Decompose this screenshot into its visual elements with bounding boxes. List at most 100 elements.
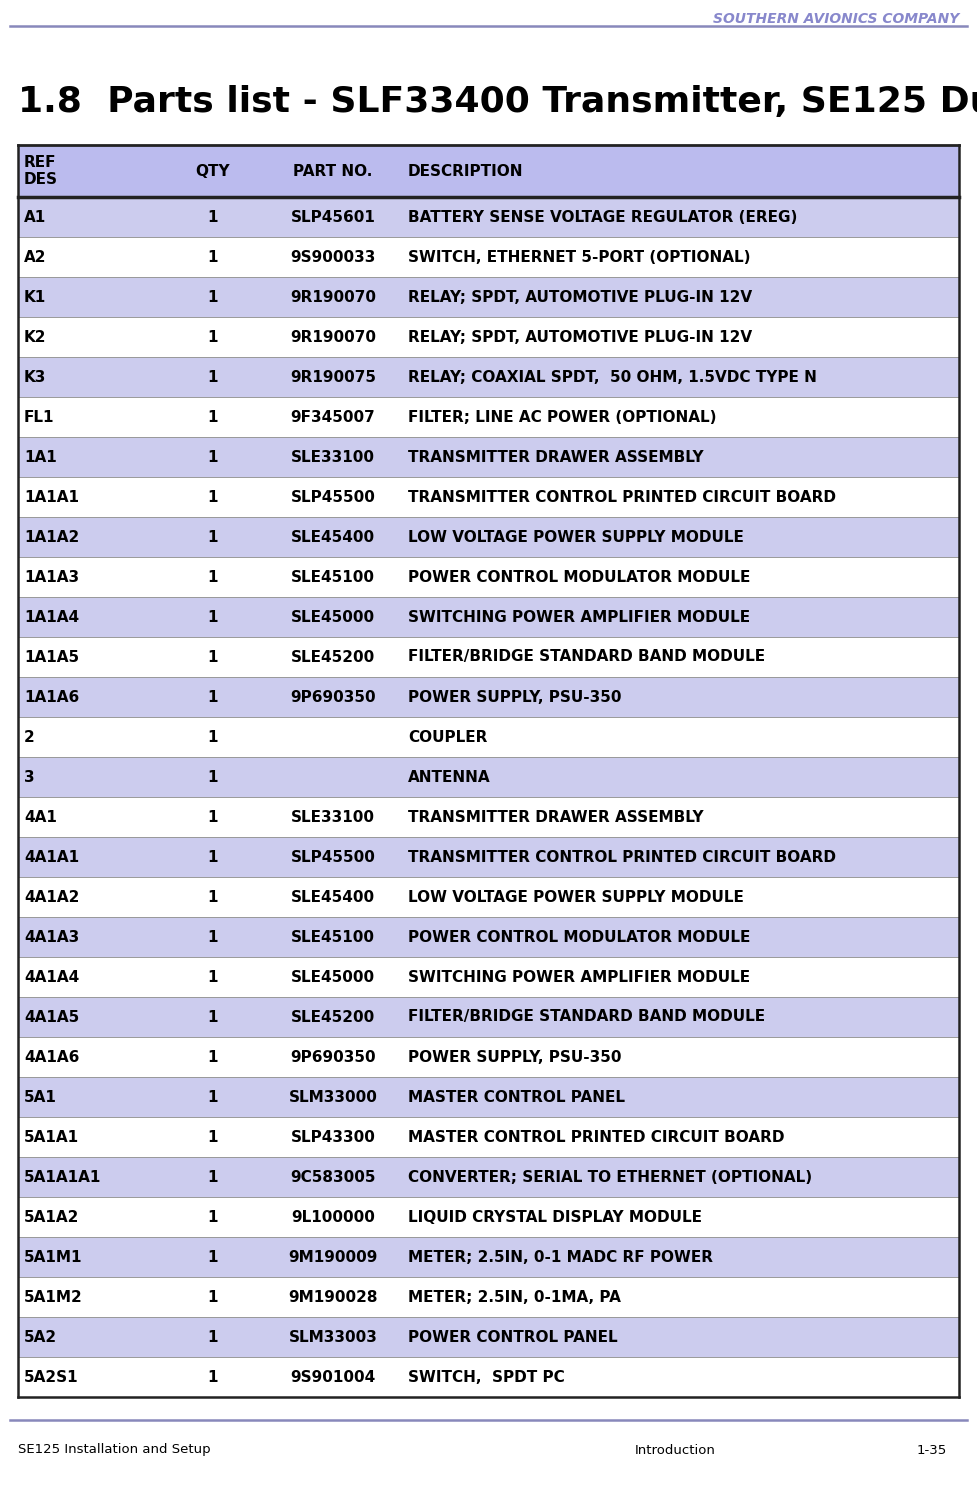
Text: 1: 1 (208, 289, 218, 304)
Text: FILTER/BRIDGE STANDARD BAND MODULE: FILTER/BRIDGE STANDARD BAND MODULE (408, 1010, 765, 1025)
Bar (18, 1077, 959, 1118)
Text: DESCRIPTION: DESCRIPTION (408, 164, 524, 179)
Bar (18, 918, 959, 956)
Bar (18, 597, 959, 637)
Text: 1A1A2: 1A1A2 (24, 530, 79, 545)
Text: POWER CONTROL PANEL: POWER CONTROL PANEL (408, 1329, 617, 1344)
Text: TRANSMITTER DRAWER ASSEMBLY: TRANSMITTER DRAWER ASSEMBLY (408, 810, 703, 825)
Text: PART NO.: PART NO. (293, 164, 372, 179)
Text: TRANSMITTER DRAWER ASSEMBLY: TRANSMITTER DRAWER ASSEMBLY (408, 449, 703, 464)
Text: 9M190009: 9M190009 (288, 1249, 378, 1265)
Text: 1A1A6: 1A1A6 (24, 689, 79, 704)
Text: K2: K2 (24, 330, 47, 345)
Text: TRANSMITTER CONTROL PRINTED CIRCUIT BOARD: TRANSMITTER CONTROL PRINTED CIRCUIT BOAR… (408, 849, 836, 864)
Bar (18, 557, 959, 597)
Text: 1: 1 (208, 810, 218, 825)
Text: SLE45200: SLE45200 (291, 1010, 375, 1025)
Text: SLM33003: SLM33003 (288, 1329, 377, 1344)
Text: SE125 Installation and Setup: SE125 Installation and Setup (18, 1443, 211, 1456)
Bar (18, 237, 959, 278)
Text: SWITCH,  SPDT PC: SWITCH, SPDT PC (408, 1370, 565, 1385)
Bar (18, 518, 959, 557)
Text: K1: K1 (24, 289, 46, 304)
Text: LOW VOLTAGE POWER SUPPLY MODULE: LOW VOLTAGE POWER SUPPLY MODULE (408, 530, 743, 545)
Text: Introduction: Introduction (635, 1443, 716, 1456)
Text: LOW VOLTAGE POWER SUPPLY MODULE: LOW VOLTAGE POWER SUPPLY MODULE (408, 889, 743, 904)
Text: RELAY; SPDT, AUTOMOTIVE PLUG-IN 12V: RELAY; SPDT, AUTOMOTIVE PLUG-IN 12V (408, 330, 752, 345)
Text: SWITCHING POWER AMPLIFIER MODULE: SWITCHING POWER AMPLIFIER MODULE (408, 970, 750, 985)
Text: POWER SUPPLY, PSU-350: POWER SUPPLY, PSU-350 (408, 1049, 621, 1064)
Text: ANTENNA: ANTENNA (408, 770, 490, 785)
Text: 1: 1 (208, 530, 218, 545)
Text: 1: 1 (208, 770, 218, 785)
Text: LIQUID CRYSTAL DISPLAY MODULE: LIQUID CRYSTAL DISPLAY MODULE (408, 1210, 702, 1225)
Text: 1: 1 (208, 1289, 218, 1304)
Text: 9F345007: 9F345007 (290, 409, 375, 425)
Text: 1: 1 (208, 649, 218, 664)
Text: A2: A2 (24, 249, 47, 264)
Text: SLP45500: SLP45500 (290, 489, 375, 504)
Text: 1: 1 (208, 449, 218, 464)
Bar (18, 637, 959, 677)
Text: 1-35: 1-35 (917, 1443, 948, 1456)
Text: MASTER CONTROL PRINTED CIRCUIT BOARD: MASTER CONTROL PRINTED CIRCUIT BOARD (408, 1129, 785, 1144)
Bar (18, 1317, 959, 1358)
Text: 1: 1 (208, 1049, 218, 1064)
Text: SLP43300: SLP43300 (290, 1129, 375, 1144)
Text: 1: 1 (208, 1170, 218, 1185)
Text: 1: 1 (208, 489, 218, 504)
Bar (18, 197, 959, 237)
Text: 1: 1 (208, 730, 218, 745)
Bar (18, 1118, 959, 1156)
Text: 1A1: 1A1 (24, 449, 57, 464)
Text: 9M190028: 9M190028 (288, 1289, 378, 1304)
Text: 1.8  Parts list - SLF33400 Transmitter, SE125 Dual: 1.8 Parts list - SLF33400 Transmitter, S… (18, 85, 977, 119)
Text: 9L100000: 9L100000 (291, 1210, 375, 1225)
Text: SLE33100: SLE33100 (291, 449, 375, 464)
Text: 9R190075: 9R190075 (290, 370, 376, 385)
Text: SOUTHERN AVIONICS COMPANY: SOUTHERN AVIONICS COMPANY (713, 12, 959, 25)
Text: 4A1A5: 4A1A5 (24, 1010, 79, 1025)
Text: 1: 1 (208, 249, 218, 264)
Text: BATTERY SENSE VOLTAGE REGULATOR (EREG): BATTERY SENSE VOLTAGE REGULATOR (EREG) (408, 209, 797, 224)
Text: SLP45601: SLP45601 (290, 209, 375, 224)
Text: POWER CONTROL MODULATOR MODULE: POWER CONTROL MODULATOR MODULE (408, 930, 750, 944)
Text: SLE45000: SLE45000 (291, 970, 375, 985)
Text: 1A1A3: 1A1A3 (24, 570, 79, 585)
Text: 5A1: 5A1 (24, 1089, 57, 1104)
Text: 1: 1 (208, 1249, 218, 1265)
Bar (18, 145, 959, 197)
Text: 4A1A6: 4A1A6 (24, 1049, 79, 1064)
Bar (18, 877, 959, 918)
Text: 1A1A5: 1A1A5 (24, 649, 79, 664)
Text: 1: 1 (208, 1370, 218, 1385)
Text: METER; 2.5IN, 0-1MA, PA: METER; 2.5IN, 0-1MA, PA (408, 1289, 620, 1304)
Text: 2: 2 (24, 730, 35, 745)
Text: RELAY; SPDT, AUTOMOTIVE PLUG-IN 12V: RELAY; SPDT, AUTOMOTIVE PLUG-IN 12V (408, 289, 752, 304)
Text: 4A1A2: 4A1A2 (24, 889, 79, 904)
Bar (18, 1037, 959, 1077)
Bar (18, 718, 959, 756)
Text: 5A2: 5A2 (24, 1329, 57, 1344)
Text: 1: 1 (208, 610, 218, 625)
Text: 4A1A3: 4A1A3 (24, 930, 79, 944)
Bar (18, 756, 959, 797)
Text: 1: 1 (208, 209, 218, 224)
Text: 1: 1 (208, 1129, 218, 1144)
Text: SWITCH, ETHERNET 5-PORT (OPTIONAL): SWITCH, ETHERNET 5-PORT (OPTIONAL) (408, 249, 750, 264)
Text: REF
DES: REF DES (24, 155, 58, 186)
Text: 5A1A2: 5A1A2 (24, 1210, 79, 1225)
Text: 1: 1 (208, 1089, 218, 1104)
Text: CONVERTER; SERIAL TO ETHERNET (OPTIONAL): CONVERTER; SERIAL TO ETHERNET (OPTIONAL) (408, 1170, 812, 1185)
Text: 9R190070: 9R190070 (290, 289, 376, 304)
Text: K3: K3 (24, 370, 46, 385)
Text: SLE45400: SLE45400 (291, 530, 375, 545)
Text: 9C583005: 9C583005 (290, 1170, 376, 1185)
Text: 1: 1 (208, 409, 218, 425)
Text: 1: 1 (208, 1329, 218, 1344)
Text: 1: 1 (208, 1210, 218, 1225)
Text: 1: 1 (208, 970, 218, 985)
Text: 9R190070: 9R190070 (290, 330, 376, 345)
Text: SLE45400: SLE45400 (291, 889, 375, 904)
Bar (18, 997, 959, 1037)
